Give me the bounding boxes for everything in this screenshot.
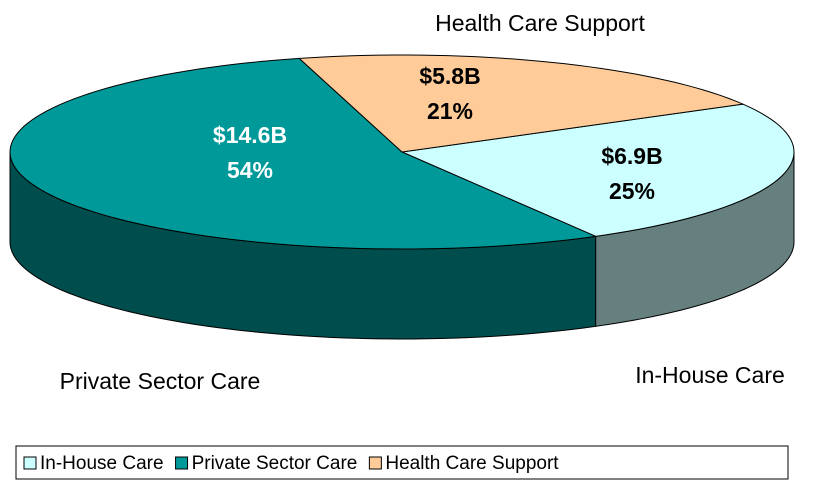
slice bbox=[400, 103, 795, 237]
value-label: 25% bbox=[609, 178, 655, 204]
legend-swatch bbox=[23, 456, 37, 470]
slice bbox=[9, 57, 598, 250]
category-label: In-House Care bbox=[635, 362, 785, 388]
legend-swatch bbox=[175, 456, 189, 470]
legend-box bbox=[15, 445, 789, 480]
legend-label: Health Care Support bbox=[385, 453, 559, 474]
legend-swatch bbox=[368, 456, 382, 470]
amount-label: $6.9B bbox=[601, 143, 662, 169]
category-label: Private Sector Care bbox=[60, 368, 261, 394]
legend-label: Private Sector Care bbox=[192, 453, 358, 474]
slice bbox=[298, 54, 745, 153]
value-label: 54% bbox=[227, 157, 273, 183]
amount-label: $14.6B bbox=[213, 122, 287, 148]
category-label: Health Care Support bbox=[435, 10, 645, 36]
amount-label: $5.8B bbox=[419, 63, 480, 89]
value-label: 21% bbox=[427, 98, 473, 124]
legend-label: In-House Care bbox=[40, 453, 164, 474]
